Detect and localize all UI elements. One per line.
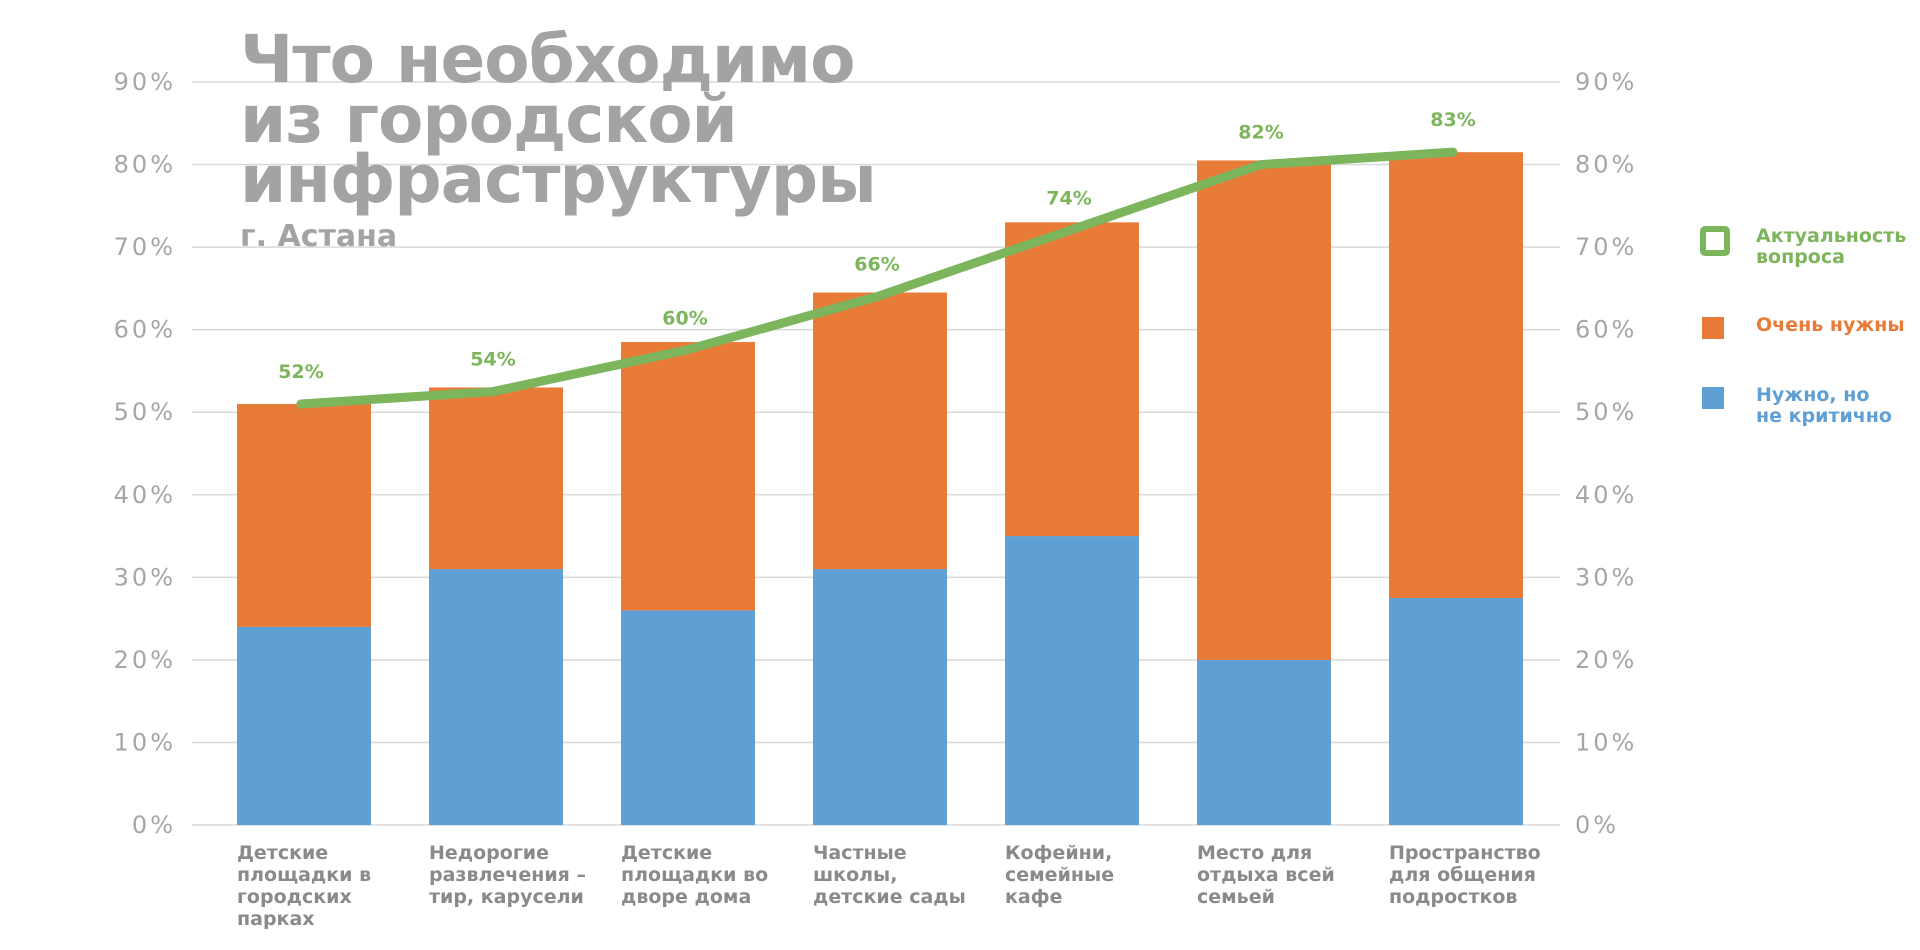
legend-swatch-very-needed <box>1702 317 1724 339</box>
x-category-label: Кофейни, семейные кафе <box>1005 842 1115 908</box>
legend-label-very-needed: Очень нужны <box>1756 314 1905 336</box>
y-axis-left: 0% 10% 20% 30% 40% 50% 60% 70% 80% 90% <box>114 68 176 839</box>
bar-needed-not-critical <box>621 610 755 825</box>
y-tick-label-left: 70% <box>114 233 176 261</box>
y-tick-label-right: 10% <box>1575 728 1637 756</box>
chart-subtitle: г. Астана <box>240 219 398 254</box>
chart-title: Что необходимо из городской инфраструкту… <box>240 21 877 218</box>
legend-label-relevance: Актуальность вопроса <box>1756 225 1907 268</box>
bar-needed-not-critical <box>1389 597 1523 825</box>
x-category-label: Место для отдыха всей семьей <box>1197 842 1335 908</box>
x-category-label: Пространство для общения подростков <box>1389 842 1541 908</box>
bar-needed-not-critical <box>1005 536 1139 825</box>
y-tick-label-right: 20% <box>1575 646 1637 674</box>
y-tick-label-right: 90% <box>1575 68 1637 96</box>
y-tick-label-left: 0% <box>132 811 176 839</box>
relevance-data-label: 54% <box>470 349 515 371</box>
bar-very-needed <box>429 387 563 570</box>
x-category-label: Детские площадки в городских парках <box>237 842 372 930</box>
relevance-data-label: 82% <box>1238 122 1283 144</box>
bars <box>237 152 1523 825</box>
y-tick-label-right: 50% <box>1575 398 1637 426</box>
y-tick-label-left: 30% <box>114 563 176 591</box>
x-category-label: Детские площадки во дворе дома <box>621 842 769 908</box>
bar-very-needed <box>621 342 755 611</box>
relevance-data-label: 66% <box>854 254 899 276</box>
bar-needed-not-critical <box>1197 659 1331 825</box>
bar-needed-not-critical <box>429 569 563 825</box>
y-tick-label-left: 90% <box>114 68 176 96</box>
y-tick-label-left: 60% <box>114 316 176 344</box>
bar-very-needed <box>237 403 371 627</box>
y-tick-label-left: 20% <box>114 646 176 674</box>
relevance-labels: 52% 54% 60% 66% 74% 82% 83% <box>278 109 1475 383</box>
relevance-line-path <box>296 147 1458 409</box>
bar-needed-not-critical <box>237 626 371 825</box>
bar-very-needed <box>1005 222 1139 537</box>
x-category-label: Недорогие развлечения – тир, карусели <box>429 842 586 908</box>
y-tick-label-right: 0% <box>1575 811 1619 839</box>
legend-label-needed-not-critical: Нужно, но не критично <box>1756 384 1892 427</box>
y-tick-label-left: 80% <box>114 151 176 179</box>
y-tick-label-right: 70% <box>1575 233 1637 261</box>
y-tick-label-right: 60% <box>1575 316 1637 344</box>
relevance-data-label: 83% <box>1430 109 1475 131</box>
bar-very-needed <box>1197 160 1331 660</box>
y-axis-right: 0% 10% 20% 30% 40% 50% 60% 70% 80% 90% <box>1575 68 1637 839</box>
y-tick-label-left: 40% <box>114 481 176 509</box>
y-tick-label-right: 80% <box>1575 151 1637 179</box>
bar-very-needed <box>813 292 947 570</box>
x-category-label: Частные школы, детские сады <box>813 842 966 908</box>
bar-needed-not-critical <box>813 569 947 825</box>
relevance-data-label: 74% <box>1046 188 1091 210</box>
bar-very-needed <box>1389 152 1523 598</box>
y-tick-label-right: 30% <box>1575 563 1637 591</box>
y-tick-label-right: 40% <box>1575 481 1637 509</box>
relevance-line <box>296 147 1458 409</box>
title-block: Что необходимо из городской инфраструкту… <box>240 21 877 254</box>
relevance-data-label: 60% <box>662 307 707 329</box>
relevance-data-label: 52% <box>278 361 323 383</box>
legend-swatch-relevance <box>1700 226 1730 256</box>
y-tick-label-left: 10% <box>114 728 176 756</box>
y-tick-label-left: 50% <box>114 398 176 426</box>
legend-swatch-needed-not-critical <box>1702 387 1724 409</box>
